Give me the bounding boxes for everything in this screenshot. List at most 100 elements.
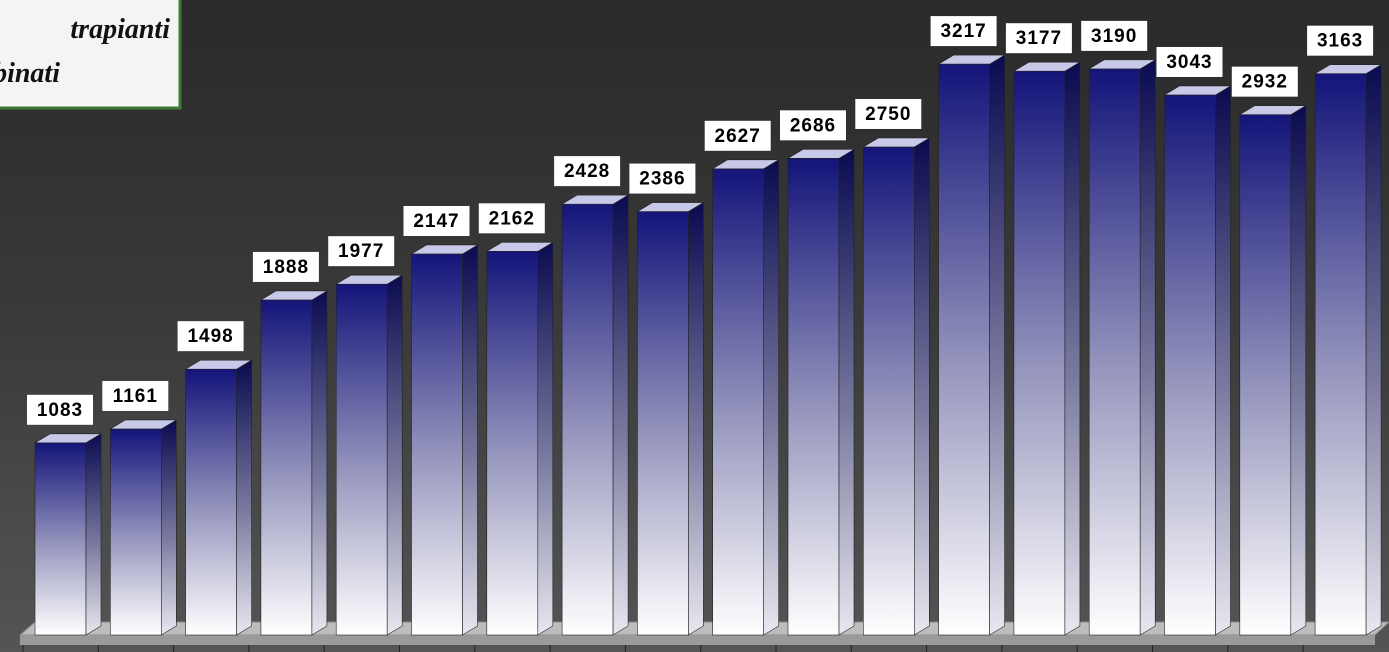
bar-group: 3190 [1081,20,1157,636]
bar-side [913,137,930,636]
label-box [1307,25,1374,56]
bar-top [485,242,554,252]
bar-group: 2932 [1231,66,1307,636]
data-label: 1083 [37,400,83,421]
label-box [252,251,319,282]
label-box [629,163,696,194]
bar [1013,70,1066,636]
bar-side [1139,59,1156,636]
bar [1314,73,1367,636]
data-label: 1498 [187,326,233,347]
bar [486,251,539,636]
data-label: 3217 [940,21,986,42]
bar-top [561,194,630,205]
bar-group: 2162 [478,203,554,636]
bar-top [711,159,780,170]
label-box [102,380,169,411]
bar-top [1012,61,1081,72]
bar-side [236,359,252,636]
bar [1239,114,1292,636]
bar-top [109,419,178,430]
data-label: 2162 [489,208,535,229]
floor-edge [20,635,1375,645]
bar [561,203,614,636]
bar-group: 2147 [403,205,479,636]
title-line: binati [0,58,60,89]
bar-side [311,290,328,636]
bar-side [1215,85,1231,636]
bar-side [763,159,780,636]
bar [260,299,313,636]
bar-side [537,241,554,636]
bar [862,146,915,636]
label-box [403,205,470,236]
bar-top [410,244,479,255]
bar [1164,94,1216,636]
data-label: 2386 [639,169,685,190]
bar-side [688,202,704,636]
label-box [930,16,997,47]
bar-group: 1161 [102,380,178,636]
bar-group: 3217 [930,16,1006,636]
bar [712,168,765,636]
bar-side [838,148,855,636]
label-box [554,156,621,187]
data-label: 3177 [1016,28,1062,49]
bar-group: 2750 [855,98,931,636]
bar [637,211,689,636]
bar-group: 3163 [1307,25,1383,636]
bar [110,428,162,636]
label-box [1156,46,1223,77]
bar-group: 2627 [704,120,780,636]
label-box [855,98,922,129]
bar-side [989,54,1005,636]
bar-side [386,274,403,636]
data-label: 1977 [338,241,384,262]
bar-top [862,137,931,148]
label-box [177,321,244,352]
label-box [328,236,395,267]
bar [34,442,87,636]
label-box [1005,23,1072,54]
bar-group: 2686 [780,110,856,636]
data-label: 2627 [715,126,761,147]
bar-group: 1977 [328,236,404,636]
bar-top [1314,64,1383,74]
title-frame [0,0,182,110]
label-box [1231,66,1298,97]
bar-top [259,290,328,301]
title-line: trapianti [70,14,170,45]
bar-top [1163,85,1232,96]
bar-side [612,194,629,636]
bar-group: 3043 [1156,46,1232,636]
bar-top [786,149,856,159]
data-label: 2932 [1242,72,1288,93]
bar [787,158,840,636]
data-label: 2750 [865,104,911,125]
label-box [704,120,771,151]
bar [411,253,463,636]
bar [1088,68,1141,636]
bar-side [1064,61,1081,636]
bar-top [33,433,103,444]
bar-group: 2386 [629,163,705,636]
bar [335,283,388,636]
data-label: 3163 [1317,31,1363,52]
data-label: 2428 [564,161,610,182]
label-box [1081,20,1148,51]
data-label: 1888 [263,257,309,278]
bar-group: 1498 [177,321,253,636]
bar [938,63,990,636]
bar-top [937,54,1006,65]
data-label: 2686 [790,115,836,136]
bar-group: 3177 [1005,23,1081,636]
label-box [780,110,846,141]
data-label: 2147 [413,211,459,232]
bar-side [85,433,102,636]
bar-side [1365,64,1382,636]
data-label: 3190 [1091,26,1137,47]
label-box [478,203,545,234]
title-box: trapianti binati [0,0,182,110]
bar-side [462,244,478,636]
